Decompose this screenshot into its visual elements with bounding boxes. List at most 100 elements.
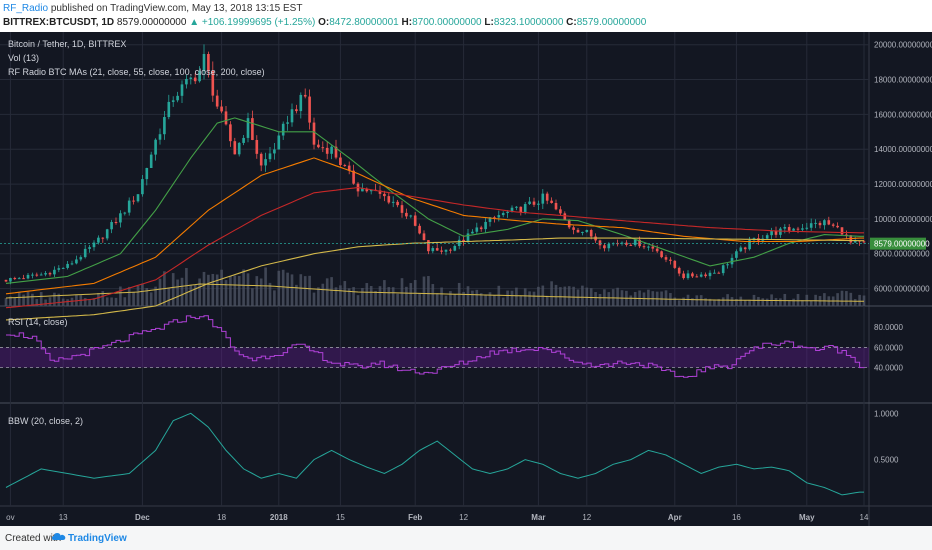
grid-lines bbox=[0, 32, 869, 506]
last-price: 8579.00000000 bbox=[116, 17, 187, 28]
volume-bar bbox=[369, 285, 373, 306]
volume-bar bbox=[141, 283, 144, 306]
candle-body bbox=[264, 159, 267, 166]
volume-bar bbox=[735, 299, 738, 306]
rsi-axis-label: 40.0000 bbox=[874, 364, 903, 373]
candle-body bbox=[167, 101, 171, 118]
open-label: O: bbox=[318, 17, 330, 28]
candle-body bbox=[387, 196, 391, 203]
candle-body bbox=[721, 265, 725, 274]
volume-bar bbox=[101, 291, 105, 306]
volume-bar bbox=[440, 287, 443, 306]
time-axis-label: Mar bbox=[531, 513, 545, 522]
price-axis-label: 10000.00000000 bbox=[874, 215, 932, 224]
volume-bar bbox=[136, 285, 140, 306]
candle-body bbox=[497, 215, 501, 218]
high-label: H: bbox=[401, 17, 413, 28]
candle-body bbox=[444, 249, 448, 252]
candle-body bbox=[607, 243, 611, 249]
candle-body bbox=[79, 257, 83, 260]
volume-bar bbox=[717, 298, 721, 306]
rsi-pane bbox=[0, 315, 869, 378]
volume-bar bbox=[576, 289, 580, 306]
volume-bar bbox=[633, 292, 637, 306]
candle-body bbox=[405, 212, 408, 217]
candle-body bbox=[334, 146, 338, 158]
volume-bar bbox=[519, 295, 523, 306]
symbol-name: BITTREX:BTCUSDT, 1D bbox=[3, 17, 115, 28]
chart-canvas[interactable]: 20000.00000000 18000.00000000 16000.000000… bbox=[0, 32, 932, 526]
volume-bar bbox=[757, 296, 760, 306]
last-price-label: 8579.00000000 bbox=[874, 240, 930, 249]
volume-ma-line bbox=[5, 283, 864, 302]
candle-body bbox=[75, 259, 78, 264]
candle-body bbox=[48, 273, 52, 275]
candle-body bbox=[427, 240, 430, 252]
time-axis-label: 16 bbox=[732, 513, 741, 522]
candle-body bbox=[765, 235, 769, 239]
volume-bar bbox=[629, 295, 633, 306]
candle-body bbox=[35, 274, 39, 276]
volume-bar bbox=[97, 292, 100, 306]
candle-body bbox=[836, 225, 839, 228]
price-axis-label: 8000.00000000 bbox=[874, 250, 930, 259]
price-axis-label: 18000.00000000 bbox=[874, 76, 932, 85]
price-axis-label: 6000.00000000 bbox=[874, 285, 930, 294]
time-axis-label: ov bbox=[6, 513, 14, 522]
candle-body bbox=[717, 272, 721, 274]
time-axis-label: 12 bbox=[459, 513, 468, 522]
volume-bar bbox=[616, 287, 619, 306]
volume-bar bbox=[743, 300, 747, 306]
volume-bar bbox=[193, 285, 197, 306]
candle-body bbox=[545, 193, 549, 201]
volume-bar bbox=[224, 280, 228, 306]
price-change: ▲ +106.19999695 (+1.25%) bbox=[189, 17, 316, 28]
volume-bar bbox=[132, 291, 135, 306]
candle-body bbox=[57, 268, 61, 270]
candle-body bbox=[141, 179, 144, 195]
volume-bar bbox=[17, 292, 21, 306]
candle-body bbox=[774, 230, 778, 235]
candle-body bbox=[845, 234, 848, 236]
volume-bar bbox=[748, 299, 751, 306]
candle-body bbox=[26, 274, 30, 279]
candle-body bbox=[308, 96, 311, 123]
candle-body bbox=[805, 227, 809, 229]
time-axis-label: 12 bbox=[582, 513, 591, 522]
candle-body bbox=[233, 141, 237, 155]
volume-bar bbox=[721, 297, 725, 306]
candle-body bbox=[193, 77, 197, 82]
candle-body bbox=[739, 247, 743, 252]
candle-body bbox=[457, 239, 461, 246]
candle-body bbox=[101, 237, 105, 239]
candle-body bbox=[686, 273, 690, 279]
candle-body bbox=[585, 230, 589, 232]
candle-body bbox=[158, 134, 162, 140]
volume-bar bbox=[475, 289, 479, 306]
volume-bar bbox=[70, 297, 74, 306]
candle-body bbox=[391, 201, 395, 203]
price-axis-background bbox=[870, 32, 932, 526]
tradingview-brand[interactable]: TradingView bbox=[68, 533, 127, 544]
candle-body bbox=[664, 257, 668, 260]
candle-body bbox=[466, 233, 470, 242]
candle-body bbox=[163, 117, 166, 135]
low-label: L: bbox=[484, 17, 494, 28]
candle-body bbox=[827, 220, 831, 225]
volume-bar bbox=[497, 285, 501, 306]
candle-body bbox=[251, 118, 254, 140]
volume-bar bbox=[66, 299, 69, 306]
volume-bar bbox=[92, 298, 96, 306]
chart-background bbox=[0, 32, 932, 526]
volume-bar bbox=[506, 290, 509, 306]
candle-body bbox=[202, 53, 206, 71]
volume-bar bbox=[308, 275, 311, 306]
candle-body bbox=[44, 273, 47, 275]
candle-body bbox=[255, 139, 259, 154]
volume-bar bbox=[541, 285, 545, 306]
author-link[interactable]: RF_Radio bbox=[3, 3, 49, 14]
candle-body bbox=[691, 273, 694, 277]
candle-body bbox=[576, 229, 580, 233]
volume-bar bbox=[273, 290, 276, 306]
volume-bar bbox=[339, 285, 342, 306]
